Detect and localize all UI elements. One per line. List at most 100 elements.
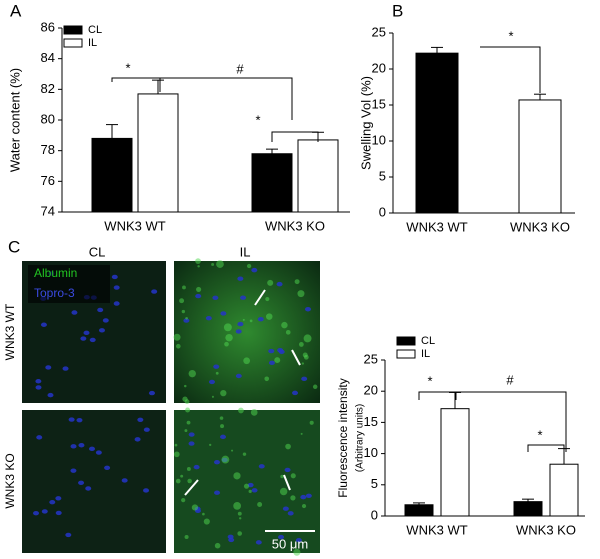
nucleus	[95, 450, 102, 455]
bar	[251, 153, 293, 213]
albumin-speck	[185, 316, 188, 320]
x-tick-label: WNK3 WT	[104, 218, 165, 233]
x-tick-label: WNK3 KO	[510, 219, 570, 234]
albumin-speck	[209, 443, 212, 447]
albumin-speck	[300, 432, 303, 435]
significance-bracket	[111, 77, 161, 92]
albumin-speck	[237, 511, 242, 516]
nucleus	[205, 315, 212, 321]
albumin-speck	[216, 260, 224, 268]
nucleus	[213, 459, 220, 465]
albumin-speck	[285, 329, 291, 335]
nucleus	[102, 318, 109, 323]
nucleus	[258, 464, 265, 469]
legend-swatch	[63, 25, 83, 35]
legend-swatch	[63, 38, 83, 48]
y-tick-label: 20	[364, 383, 378, 398]
arrow	[283, 474, 291, 491]
legend-label: IL	[421, 348, 430, 360]
albumin-speck	[303, 354, 309, 360]
legend-swatch	[396, 336, 416, 346]
y-tick-label: 0	[371, 507, 378, 522]
bar	[415, 52, 459, 214]
nucleus	[41, 509, 48, 514]
nucleus	[284, 467, 291, 473]
panel-label: B	[392, 1, 403, 20]
nucleus	[188, 432, 195, 437]
albumin-speck	[196, 286, 202, 293]
x-tick-label: WNK3 WT	[406, 219, 467, 234]
y-tick-label: 82	[41, 81, 55, 96]
albumin-speck	[173, 333, 181, 341]
column-label: CL	[89, 244, 106, 259]
albumin-speck	[243, 357, 251, 365]
x-tick-label: WNK3 KO	[516, 522, 576, 537]
albumin-speck	[250, 409, 258, 416]
albumin-speck	[279, 487, 288, 496]
nucleus	[208, 379, 215, 385]
albumin-speck	[265, 313, 273, 320]
nucleus	[268, 348, 275, 354]
nucleus	[88, 446, 95, 452]
significance-bracket	[160, 77, 293, 120]
albumin-speck	[188, 369, 196, 378]
y-tick-label: 20	[372, 60, 386, 75]
nucleus	[282, 506, 289, 511]
albumin-speck	[285, 443, 291, 450]
nucleus	[195, 293, 202, 299]
albumin-speck	[301, 362, 304, 365]
nucleus	[35, 385, 42, 390]
y-tick-label: 76	[41, 173, 55, 188]
y-tick-label: 80	[41, 111, 55, 126]
bar	[440, 408, 470, 517]
nucleus	[278, 534, 285, 540]
albumin-speck	[173, 451, 180, 458]
albumin-speck	[195, 258, 201, 265]
albumin-speck	[220, 389, 227, 397]
albumin-speck	[186, 467, 191, 471]
nucleus	[235, 329, 242, 334]
albumin-speck	[294, 279, 300, 285]
nucleus	[134, 437, 141, 442]
albumin-speck	[242, 452, 247, 456]
albumin-speck	[242, 318, 245, 321]
nucleus	[49, 499, 56, 505]
nucleus	[212, 295, 219, 300]
significance-bracket	[527, 444, 565, 452]
albumin-speck	[202, 512, 205, 516]
nucleus	[247, 482, 254, 488]
albumin-speck	[184, 429, 188, 433]
nucleus	[251, 488, 258, 493]
albumin-speck	[298, 342, 304, 347]
albumin-speck	[293, 548, 301, 556]
albumin-speck	[297, 290, 305, 298]
albumin-speck	[184, 384, 187, 388]
nucleus	[76, 417, 83, 423]
nucleus	[188, 441, 195, 446]
bar	[513, 501, 543, 517]
albumin-speck	[184, 534, 189, 540]
albumin-speck	[312, 384, 318, 390]
albumin-speck	[182, 285, 186, 290]
albumin-speck	[220, 424, 225, 429]
nucleus	[62, 366, 69, 371]
nucleus	[85, 486, 92, 491]
albumin-speck	[179, 298, 185, 304]
nucleus	[47, 392, 54, 398]
albumin-speck	[265, 296, 270, 302]
albumin-speck	[303, 334, 312, 343]
nucleus	[55, 496, 62, 501]
albumin-speck	[239, 517, 242, 520]
nucleus	[287, 511, 294, 516]
nucleus	[255, 540, 262, 545]
column-label: IL	[240, 244, 251, 259]
albumin-speck	[237, 531, 243, 536]
albumin-speck	[281, 321, 288, 329]
albumin-speck	[249, 319, 253, 323]
nucleus	[83, 330, 90, 336]
significance-mark: *	[508, 28, 513, 43]
albumin-speck	[214, 542, 221, 549]
nucleus	[70, 444, 77, 449]
nucleus	[35, 379, 42, 384]
albumin-speck	[231, 449, 234, 452]
